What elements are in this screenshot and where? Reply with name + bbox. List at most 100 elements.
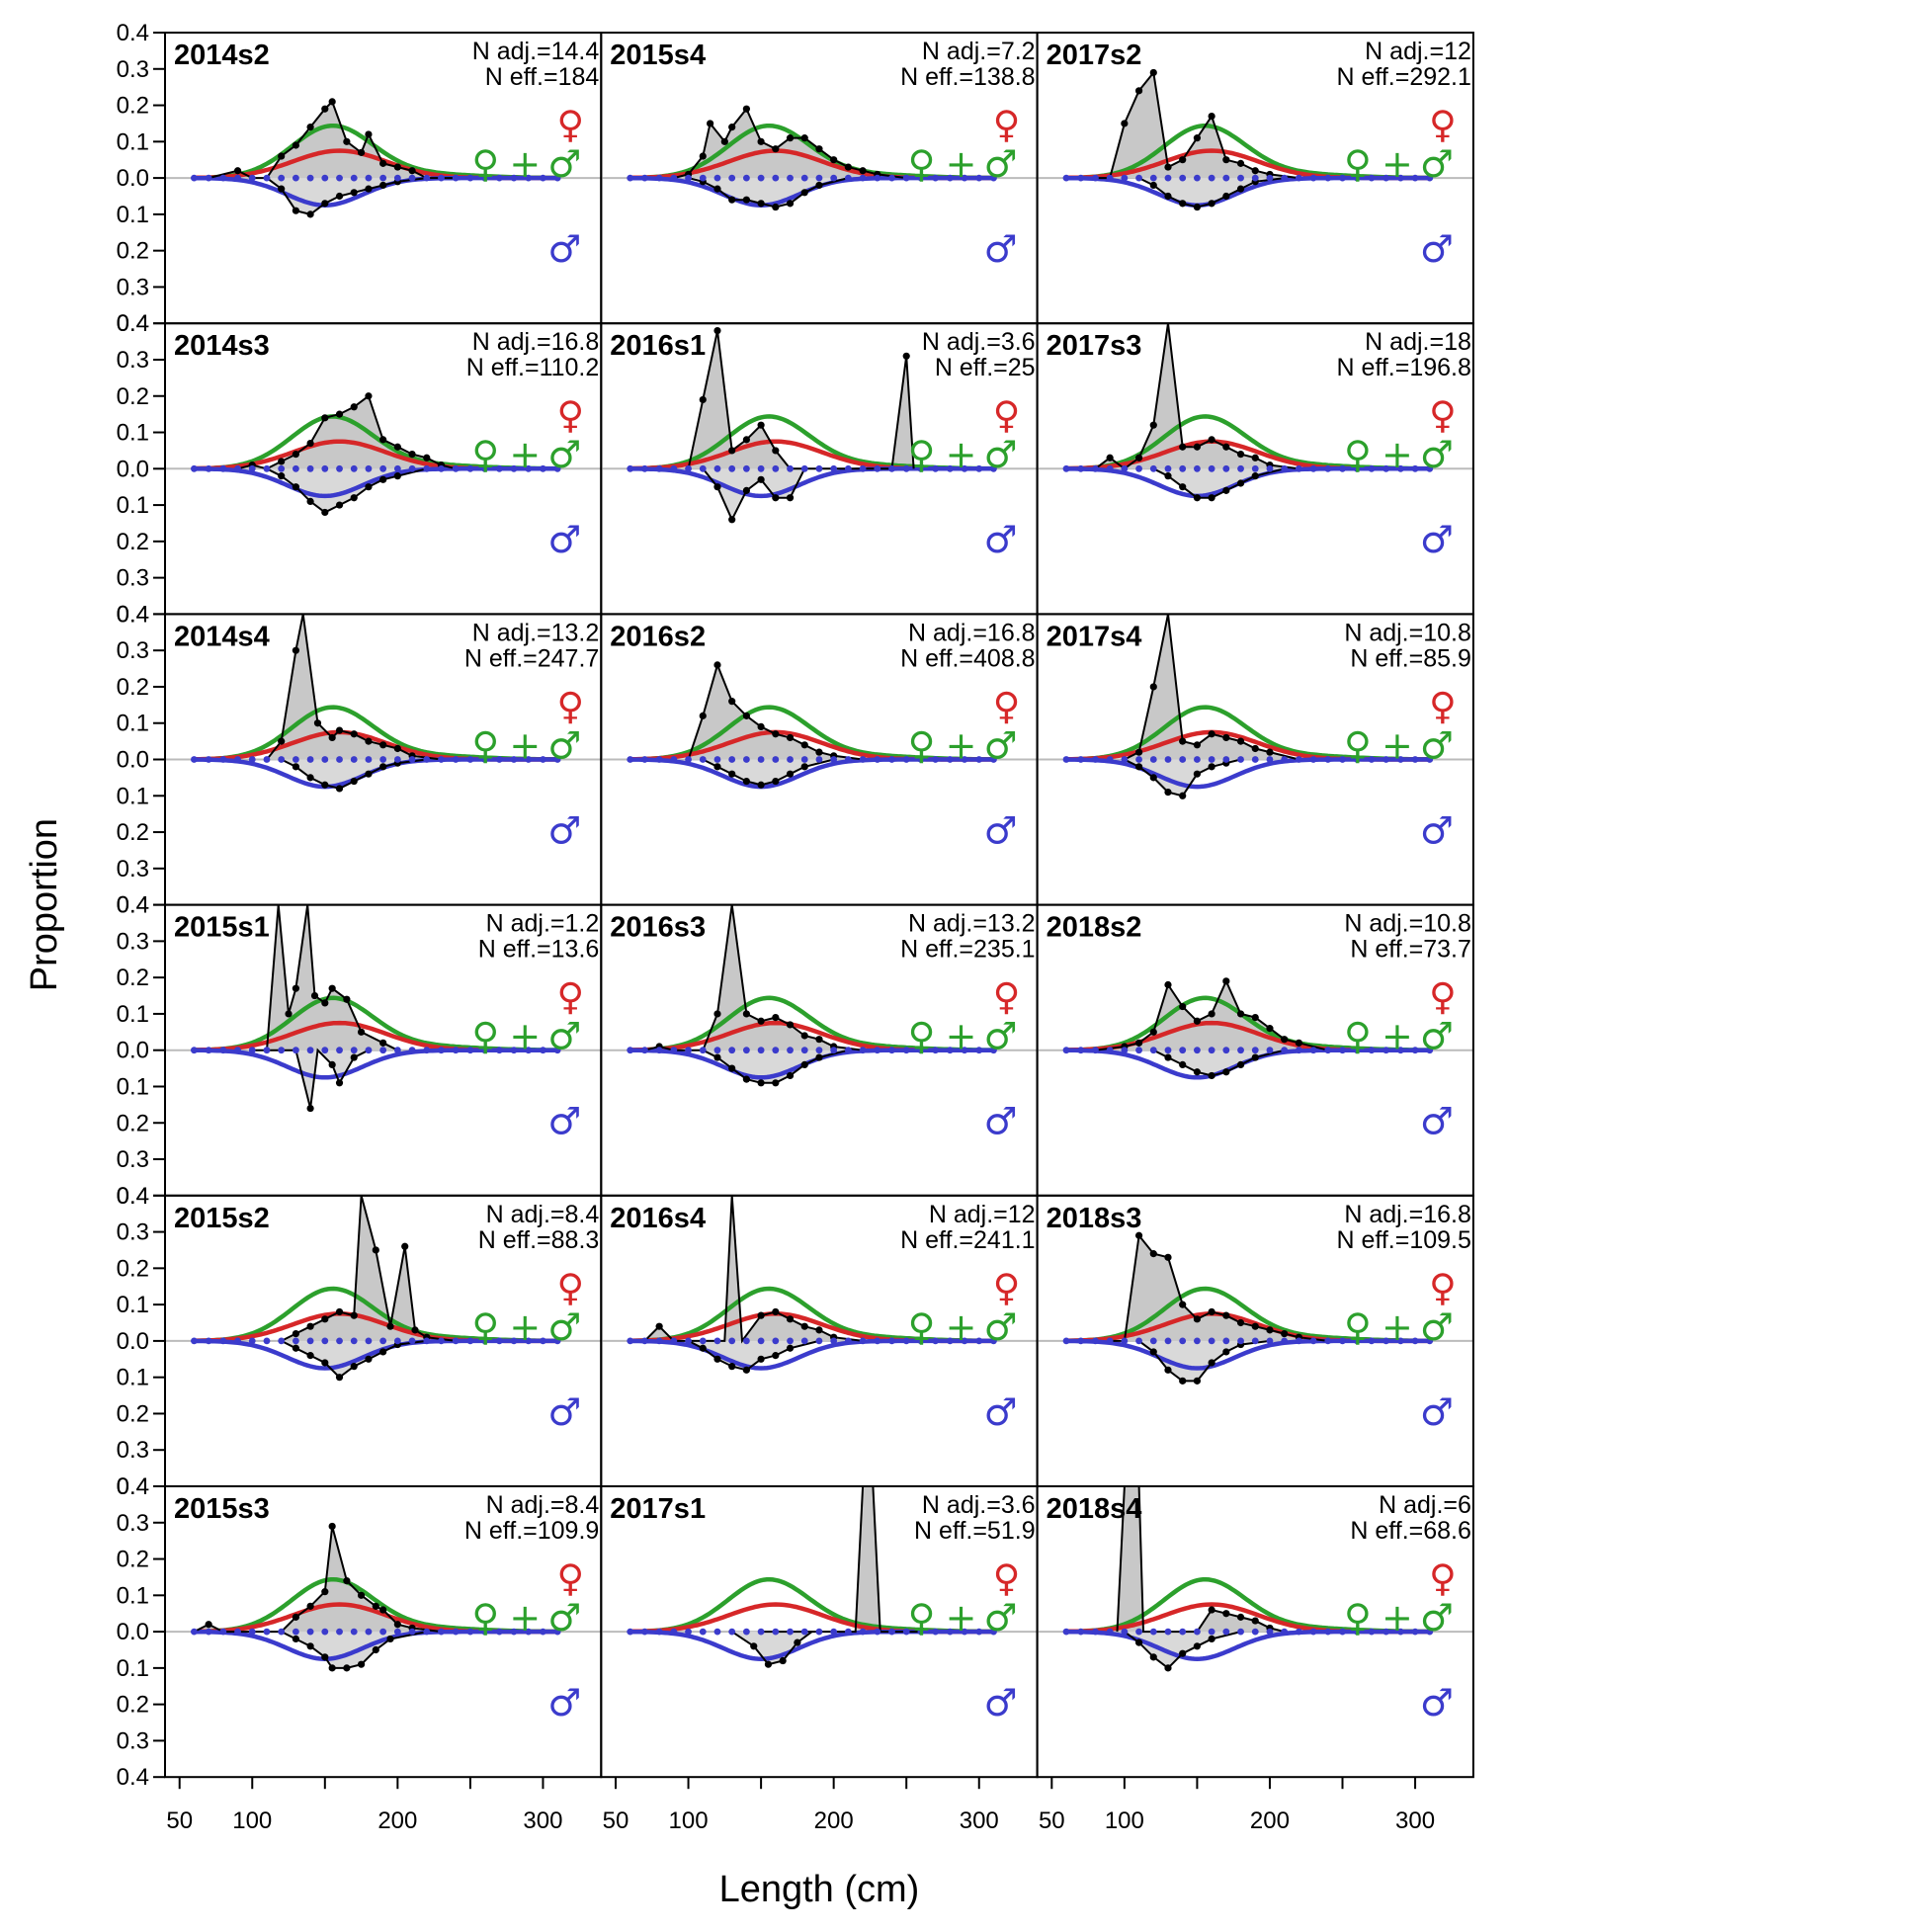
panel-2018s4: 2018s4 N adj.=6N eff.=68.6♀♀ + ♂♂50 100 200 30… xyxy=(1036,1485,1474,1834)
male-observed-point xyxy=(335,1079,344,1087)
y-tick-label: 0.3 xyxy=(117,856,149,882)
male-observed-point xyxy=(357,1660,366,1668)
baseline-point xyxy=(946,1047,954,1054)
male-symbol: ♂ xyxy=(984,518,1018,561)
male-observed-point xyxy=(742,1075,751,1083)
panel-2017s2: 2017s2 N adj.=12N eff.=292.1♀♀ + ♂♂ xyxy=(1036,32,1474,325)
combined-plus-symbol: + xyxy=(946,723,977,767)
baseline-point xyxy=(1324,1628,1332,1636)
baseline-point xyxy=(990,756,997,763)
baseline-point xyxy=(495,1628,503,1636)
baseline-point xyxy=(1353,1047,1361,1054)
baseline-point xyxy=(1062,464,1070,472)
baseline-point xyxy=(452,174,460,182)
y-axis-title: Proportion xyxy=(24,818,65,991)
baseline-point xyxy=(379,174,387,182)
female-observed-line xyxy=(761,1485,921,1634)
male-observed-point xyxy=(306,210,314,218)
baseline-point xyxy=(365,464,373,472)
male-observed-point xyxy=(742,777,751,786)
baseline-point xyxy=(1077,1047,1085,1054)
baseline-point xyxy=(263,464,271,472)
female-observed-point xyxy=(357,1591,366,1599)
y-tick-label: 0.4 xyxy=(117,892,149,919)
male-observed-point xyxy=(1134,763,1143,771)
combined-female-symbol: ♀ xyxy=(471,433,499,476)
female-observed-point xyxy=(306,1602,314,1610)
baseline-point xyxy=(1339,1628,1346,1636)
female-observed-point xyxy=(1222,156,1230,164)
panel-label: 2017s1 xyxy=(610,1493,706,1525)
male-observed-point xyxy=(278,472,286,480)
baseline-point xyxy=(1251,1628,1259,1636)
male-observed-point xyxy=(1179,1377,1187,1385)
female-observed-point xyxy=(707,120,714,127)
male-observed-point xyxy=(742,1366,751,1374)
baseline-point xyxy=(423,174,431,182)
female-observed-point xyxy=(699,712,707,719)
panel-2018s3: 2018s3 N adj.=16.8N eff.=109.5♀♀ + ♂♂ xyxy=(1036,1194,1474,1488)
female-observed-point xyxy=(1208,436,1215,444)
baseline-point xyxy=(917,464,925,472)
combined-plus-symbol: + xyxy=(946,433,977,476)
female-observed-point xyxy=(1266,748,1274,756)
female-observed-point xyxy=(1266,1326,1274,1334)
y-tick-label: 0.3 xyxy=(117,1219,149,1246)
female-observed-area xyxy=(1110,1235,1328,1341)
baseline-point xyxy=(1396,1337,1404,1345)
female-observed-area xyxy=(266,614,442,760)
female-observed-point xyxy=(321,105,329,113)
male-expected-line xyxy=(194,1048,558,1080)
female-observed-point xyxy=(411,1326,419,1334)
baseline-point xyxy=(800,174,808,182)
female-observed-point xyxy=(1251,454,1259,462)
baseline-point xyxy=(219,464,227,472)
baseline-point xyxy=(393,756,401,763)
female-observed-point xyxy=(1251,1014,1259,1022)
female-observed-point xyxy=(713,1010,721,1018)
baseline-point xyxy=(1281,1047,1289,1054)
baseline-point xyxy=(495,464,503,472)
baseline-point xyxy=(874,1047,881,1054)
female-observed-point xyxy=(728,447,736,455)
baseline-point xyxy=(1164,1047,1172,1054)
female-observed-point xyxy=(1149,1250,1157,1258)
baseline-point xyxy=(525,464,533,472)
baseline-point xyxy=(219,1047,227,1054)
panel-label: 2015s2 xyxy=(174,1203,270,1234)
baseline-point xyxy=(685,464,692,472)
female-observed-point xyxy=(1164,1253,1172,1261)
female-observed-point xyxy=(786,733,795,742)
male-observed-point xyxy=(1208,494,1215,502)
female-observed-point xyxy=(1208,1307,1215,1316)
baseline-point xyxy=(685,1047,692,1054)
baseline-point xyxy=(452,1628,460,1636)
baseline-point xyxy=(540,756,546,763)
baseline-point xyxy=(815,464,823,472)
baseline-point xyxy=(540,174,546,182)
baseline-point xyxy=(1266,464,1274,472)
baseline-point xyxy=(975,174,983,182)
baseline-point xyxy=(1194,1628,1201,1636)
combined-male-symbol: ♂ xyxy=(547,1015,581,1058)
female-observed-point xyxy=(1251,744,1259,753)
male-expected-line xyxy=(629,466,994,499)
male-observed-point xyxy=(713,483,721,491)
baseline-point xyxy=(365,1628,373,1636)
n-adj-label: N adj.=12 xyxy=(929,1201,1036,1228)
baseline-point xyxy=(263,174,271,182)
baseline-point xyxy=(757,756,765,763)
baseline-point xyxy=(713,1628,721,1636)
baseline-point xyxy=(946,1337,954,1345)
panel-2014s3: 2014s3 N adj.=16.8N eff.=110.2♀♀ + ♂♂0.40.3… xyxy=(117,310,603,628)
panel-2014s4: 2014s4 N adj.=13.2N eff.=247.7♀♀ + ♂♂0.40.3… xyxy=(117,601,603,919)
panel-frame xyxy=(1036,1485,1474,1779)
female-observed-area xyxy=(1117,1486,1285,1633)
combined-plus-symbol: + xyxy=(509,723,541,767)
baseline-point xyxy=(1339,174,1346,182)
male-observed-point xyxy=(328,1664,336,1672)
baseline-point xyxy=(408,174,416,182)
baseline-point xyxy=(1309,1628,1317,1636)
female-observed-point xyxy=(786,1315,795,1323)
male-observed-point xyxy=(728,1064,736,1072)
